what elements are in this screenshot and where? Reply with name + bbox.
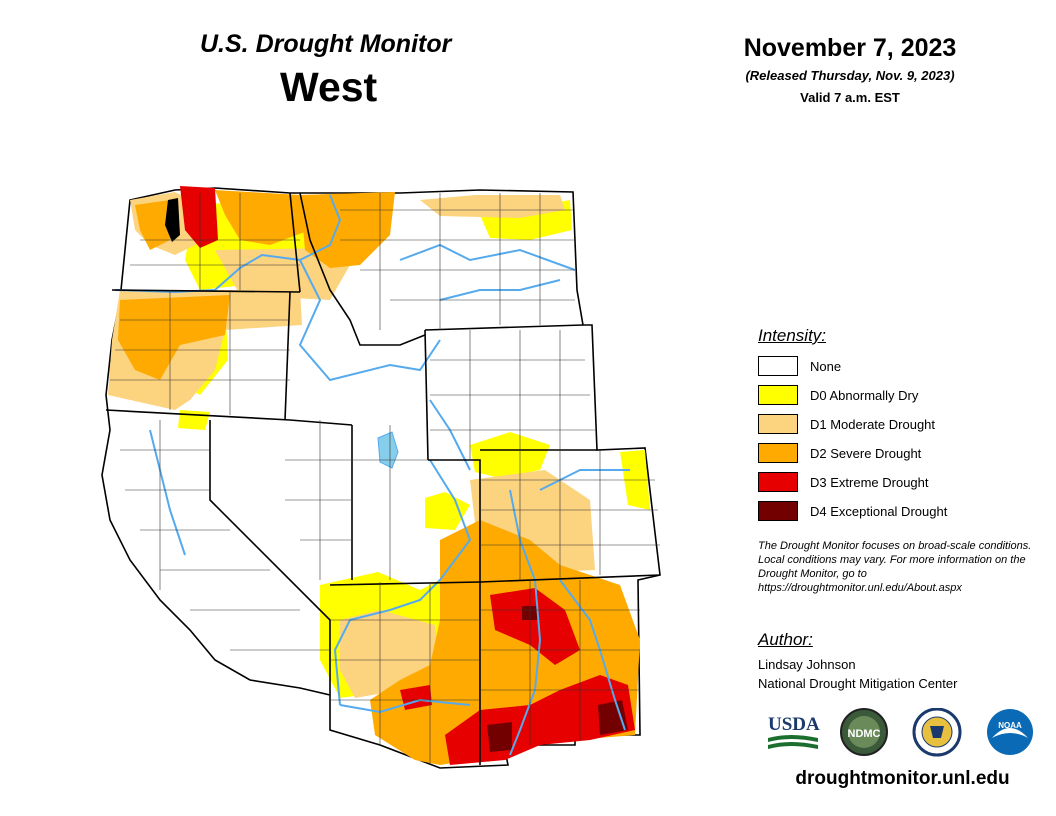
ut-wy-border — [428, 459, 481, 582]
ca-nv-border — [209, 420, 331, 695]
drought-map — [101, 186, 661, 769]
legend-swatch-d0 — [758, 385, 798, 405]
legend-item-d4: D4 Exceptional Drought — [758, 500, 947, 522]
missouri-river — [399, 243, 576, 271]
author-name: Lindsay Johnson — [758, 657, 856, 672]
legend-item-d1: D1 Moderate Drought — [758, 413, 935, 435]
usda-logo: USDA — [768, 714, 820, 749]
state-boundaries — [105, 192, 661, 765]
usda-logo-text: USDA — [768, 714, 820, 735]
valid-time: Valid 7 a.m. EST — [800, 90, 900, 105]
d4-area — [598, 700, 628, 735]
legend-label: D2 Severe Drought — [810, 445, 922, 461]
legend-item-d0: D0 Abnormally Dry — [758, 384, 918, 406]
id-mt-border — [299, 192, 426, 346]
co-nm-border — [479, 574, 661, 583]
website-link[interactable]: droughtmonitor.unl.edu — [795, 768, 1010, 789]
d2-area — [215, 190, 310, 245]
or-ca-nv-border — [105, 409, 353, 426]
d4-area — [487, 722, 512, 752]
ndmc-logo: NDMC — [840, 708, 888, 756]
map-date: November 7, 2023 — [743, 34, 957, 62]
region-name: West — [280, 64, 378, 110]
id-wy-border — [424, 329, 429, 461]
legend-item-d3: D3 Extreme Drought — [758, 471, 929, 493]
d2-area — [135, 200, 170, 250]
legend-item-d2: D2 Severe Drought — [758, 442, 921, 464]
d3-area — [180, 186, 218, 248]
legend-label: D1 Moderate Drought — [810, 416, 936, 432]
d0-area — [178, 410, 210, 430]
legend-swatch-d4 — [758, 501, 798, 521]
legend-label: None — [810, 358, 842, 374]
mt-wy-border — [424, 324, 584, 331]
noaa-logo: NOAA — [987, 709, 1033, 755]
puget-sound — [165, 198, 180, 242]
legend-label: D3 Extreme Drought — [810, 474, 929, 490]
d1-area — [420, 195, 565, 218]
gila-river — [339, 698, 471, 714]
disclaimer-text: The Drought Monitor focuses on broad-sca… — [758, 540, 1032, 594]
d2-area — [118, 295, 230, 380]
legend-title: Intensity: — [758, 326, 827, 345]
d0-area — [425, 492, 470, 530]
legend-swatch-d3 — [758, 472, 798, 492]
release-note: (Released Thursday, Nov. 9, 2023) — [745, 68, 955, 83]
legend-swatch-d1 — [758, 414, 798, 434]
d3-area — [490, 588, 580, 665]
snake-river — [298, 259, 441, 382]
id-nv-ut-border — [284, 291, 291, 421]
county-boundaries — [110, 193, 660, 765]
legend-item-none: None — [758, 355, 841, 377]
d0-area — [470, 432, 550, 478]
ut-az-border — [329, 581, 481, 586]
wa-or-border — [111, 289, 301, 293]
noaa-logo-text: NOAA — [998, 721, 1022, 730]
legend-label: D0 Abnormally Dry — [810, 387, 919, 403]
d1-area — [215, 248, 350, 300]
platte-river — [539, 469, 630, 491]
legend-swatch-d2 — [758, 443, 798, 463]
ndmc-logo-text: NDMC — [848, 728, 881, 740]
wa-id-border — [289, 192, 301, 293]
author-heading: Author: — [758, 630, 813, 649]
partner-logos: USDA NDMC NOAA — [768, 708, 1033, 757]
legend-label: D4 Exceptional Drought — [810, 503, 948, 519]
author-organization: National Drought Mitigation Center — [758, 676, 958, 691]
legend-swatch-none — [758, 356, 798, 376]
colorado-river — [333, 459, 472, 706]
commerce-seal-logo — [912, 708, 962, 757]
map-title: U.S. Drought Monitor — [200, 30, 452, 58]
